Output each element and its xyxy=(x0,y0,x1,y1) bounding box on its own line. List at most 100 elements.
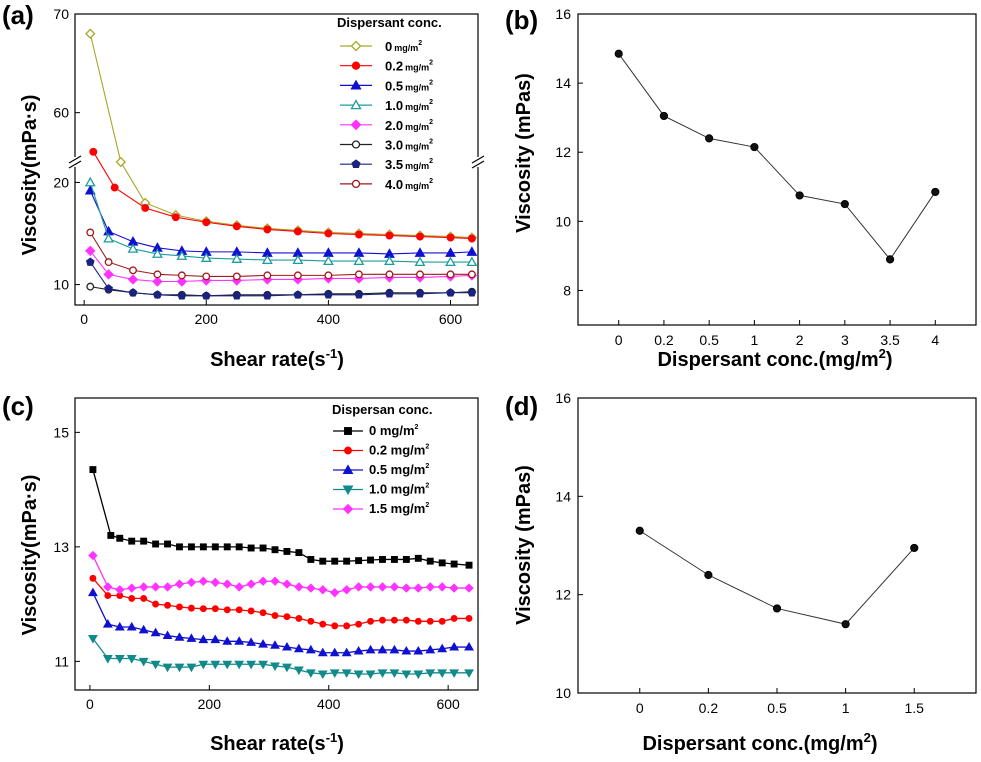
panel-a-data-point xyxy=(416,270,424,279)
panel-a-data-point xyxy=(416,232,424,241)
panel-c-data-point xyxy=(176,543,183,551)
panel-c-data-point xyxy=(138,582,149,592)
panel-a-x-tick-label: 400 xyxy=(317,311,341,327)
panel-c-data-point xyxy=(186,663,197,673)
panel-c-data-point xyxy=(259,609,267,617)
panel-c-y-tick-label: 13 xyxy=(53,539,69,555)
panel-a-data-point xyxy=(231,253,243,263)
panel-a-data-point xyxy=(127,274,139,285)
panel-a-data-point xyxy=(129,266,137,275)
panel-c-data-point xyxy=(389,669,400,678)
panel-d-y-tick-label: 14 xyxy=(555,488,571,504)
panel-b-data-point xyxy=(614,49,623,58)
panel-c-data-point xyxy=(365,582,376,592)
panel-c-data-point xyxy=(198,634,209,644)
panel-c-data-point xyxy=(126,655,137,664)
panel-a-axis-break-mark xyxy=(68,160,82,169)
panel-c-data-point xyxy=(377,644,388,654)
panel-c-data-point xyxy=(437,669,448,678)
panel-a-data-point xyxy=(446,270,455,279)
panel-c-data-point xyxy=(414,617,422,625)
panel-a-legend-entry: 0.5 mg/m2 xyxy=(385,78,433,93)
panel-a-data-point xyxy=(324,271,333,280)
panel-a-data-point xyxy=(110,183,119,192)
panel-c-data-point xyxy=(103,582,113,592)
panel-c-data-point xyxy=(426,557,434,565)
panel-a-data-point xyxy=(385,231,394,240)
panel-c-data-point xyxy=(450,560,458,568)
panel-c-data-point xyxy=(258,576,268,586)
panel-c-series-line xyxy=(92,638,470,675)
panel-a-data-point xyxy=(354,290,364,299)
panel-c-data-point xyxy=(401,670,412,680)
panel-a-legend-swatch-marker xyxy=(351,140,361,149)
panel-c-data-point xyxy=(247,544,255,552)
panel-c-y-tick-label: 11 xyxy=(54,653,69,669)
panel-b-y-tick-label: 14 xyxy=(555,75,571,91)
panel-d-y-tick-label: 10 xyxy=(555,685,571,701)
panel-a-label: (a) xyxy=(2,0,34,30)
panel-d-data-point xyxy=(841,620,850,629)
panel-d-y-tick-label: 16 xyxy=(555,390,571,406)
panel-a-data-point xyxy=(84,176,96,187)
panel-a-data-point xyxy=(353,255,365,266)
panel-c-data-point xyxy=(377,582,388,592)
panel-c-data-point xyxy=(140,537,148,545)
panel-a-data-point xyxy=(104,284,113,293)
panel-c-data-point xyxy=(425,644,436,654)
panel-c-data-point xyxy=(138,624,149,634)
panel-a-data-point xyxy=(85,257,95,266)
panel-c-data-point xyxy=(150,627,161,637)
panel-a-data-point xyxy=(293,290,303,299)
panel-a-legend-swatch-marker xyxy=(350,79,362,90)
panel-a-legend-entry: 4.0 mg/m2 xyxy=(385,177,433,192)
panel-a-data-point xyxy=(261,254,273,265)
panel-c-data-point xyxy=(199,543,207,551)
panel-c-data-point xyxy=(138,657,149,667)
panel-c-series-line xyxy=(92,577,470,627)
panel-a-data-point xyxy=(322,255,334,266)
panel-a-y-tick-label: 10 xyxy=(53,277,69,293)
panel-a-data-point xyxy=(232,272,241,281)
panel-c-data-point xyxy=(234,582,244,592)
panel-c-data-point xyxy=(379,556,386,563)
panel-c-data-point xyxy=(329,587,340,598)
panel-a-data-point xyxy=(446,233,455,242)
panel-c-data-point xyxy=(377,669,388,678)
panel-c-data-point xyxy=(271,612,279,620)
panel-a-data-point xyxy=(445,256,456,267)
panel-a-y-axis-label: Viscosity(mPa·s) xyxy=(19,95,41,256)
panel-d-data-point xyxy=(635,526,644,535)
panel-d-y-tick-label: 12 xyxy=(555,587,571,603)
panel-c-data-point xyxy=(223,606,231,614)
panel-c-data-point xyxy=(152,540,160,548)
panel-b-x-tick-label: 0.5 xyxy=(699,332,719,348)
panel-c-data-point xyxy=(210,660,221,670)
panel-c-data-point xyxy=(425,669,436,678)
panel-b-data-point xyxy=(885,255,895,264)
panel-c-data-point xyxy=(367,556,374,564)
panel-c-data-point xyxy=(247,607,255,615)
panel-c-data-point xyxy=(379,616,386,624)
panel-c-data-point xyxy=(355,557,363,565)
panel-a-data-point xyxy=(128,288,138,297)
panel-a-axis-break-gap-left xyxy=(67,157,83,167)
panel-c-data-point xyxy=(162,630,173,640)
panel-c-data-point xyxy=(89,574,97,582)
panel-d-x-tick-label: 1 xyxy=(842,700,850,716)
panel-c-legend-swatch-marker xyxy=(342,464,354,474)
panel-c-data-point xyxy=(235,543,243,551)
panel-c-data-point xyxy=(283,547,291,555)
panel-c-legend-entry: 1.0 mg/m2 xyxy=(369,482,429,497)
panel-c-data-point xyxy=(331,557,339,565)
panel-a-x-axis-label: Shear rate(s-1) xyxy=(210,346,344,371)
panel-c-data-point xyxy=(413,645,424,655)
panel-c-data-point xyxy=(87,635,98,644)
panel-b-y-axis-label: Viscosity (mPas) xyxy=(513,73,535,233)
panel-c-data-point xyxy=(234,660,245,670)
panel-a-data-point xyxy=(414,256,426,267)
panel-c-data-point xyxy=(294,582,304,592)
panel-c-data-point xyxy=(258,660,268,670)
panel-c-data-point xyxy=(152,600,160,608)
panel-c-label: (c) xyxy=(2,391,34,421)
